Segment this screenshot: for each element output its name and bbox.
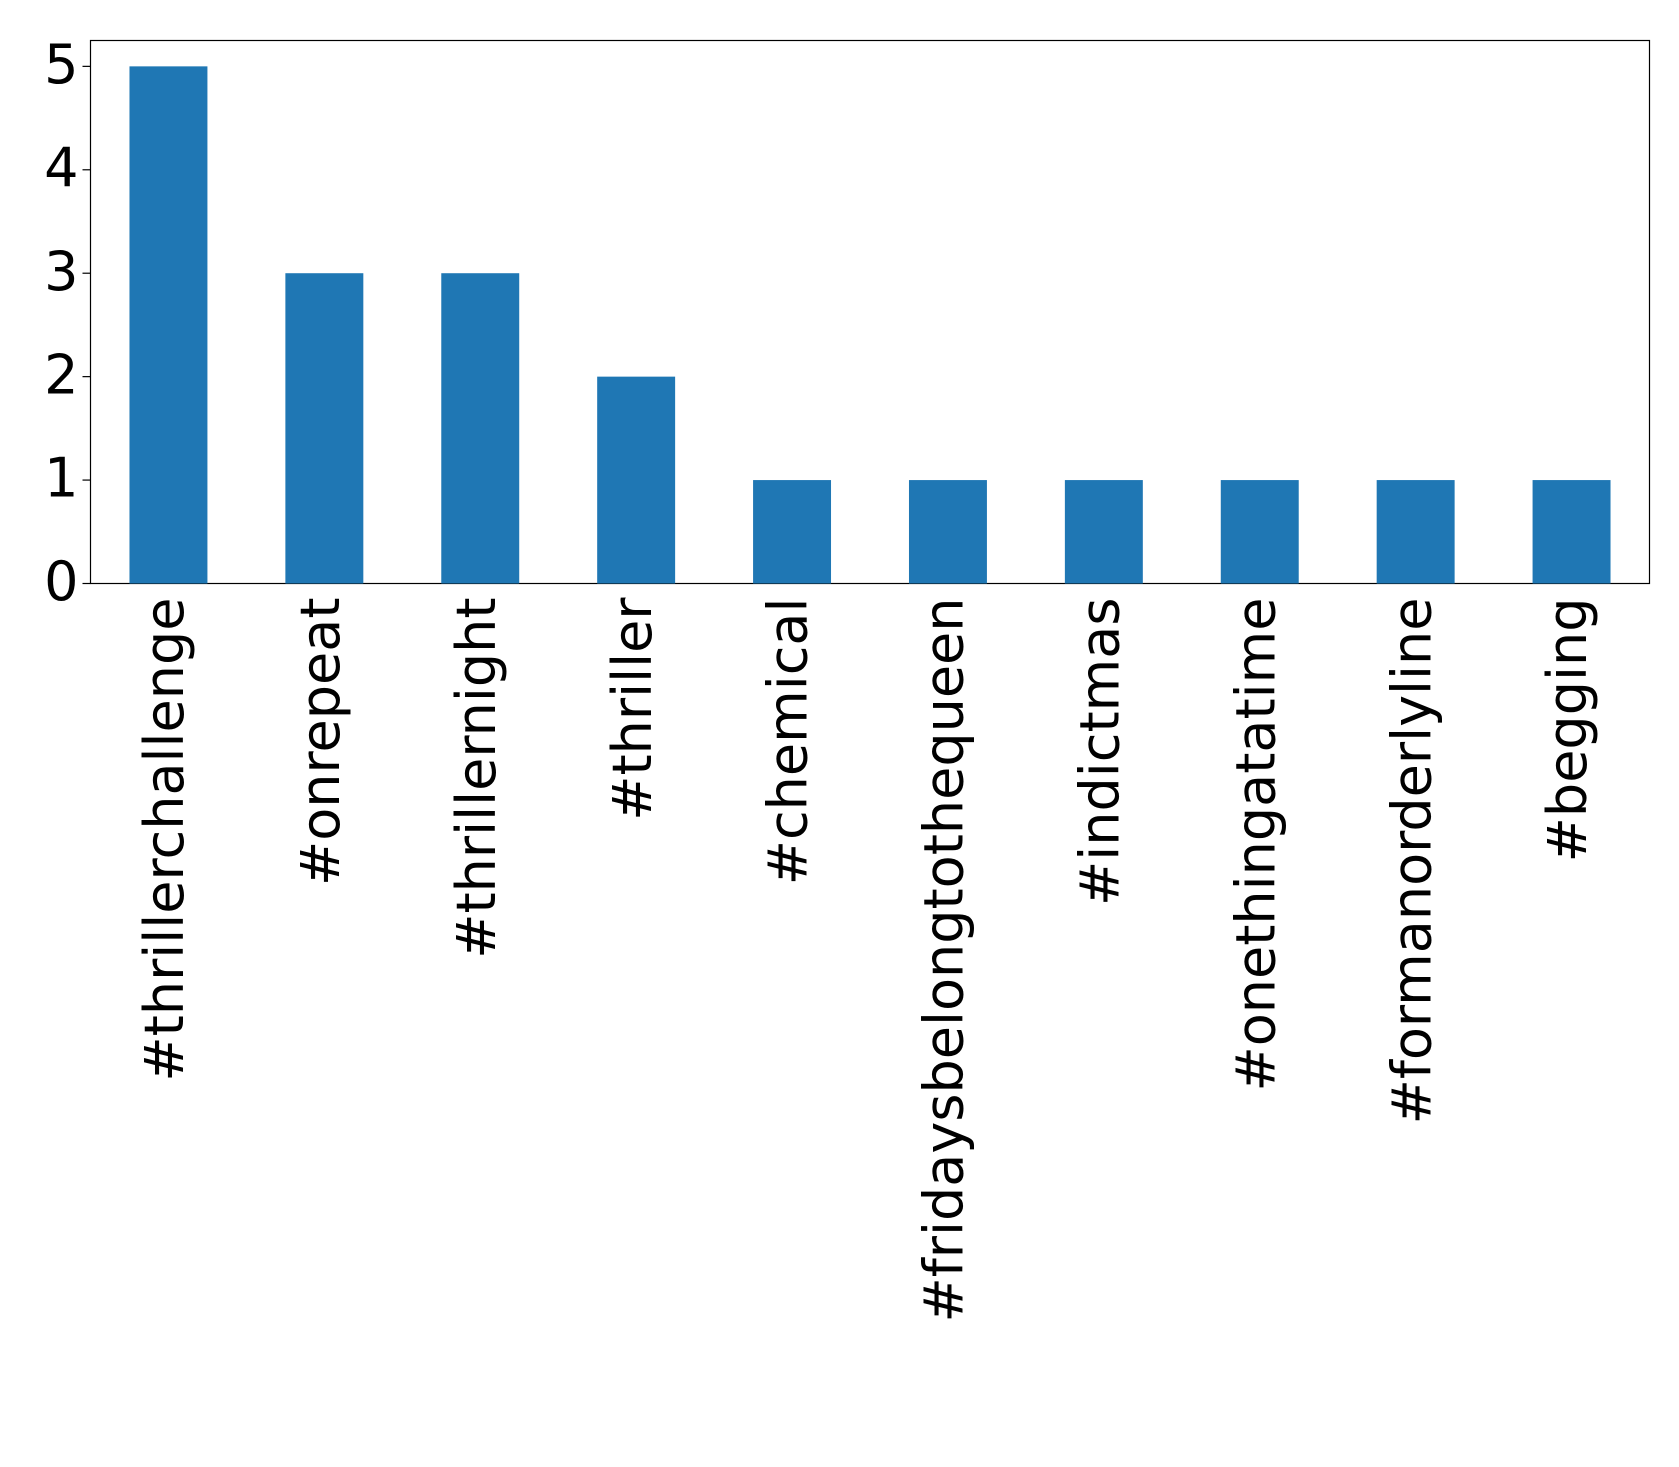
y-tick-label: 5 bbox=[44, 33, 78, 96]
x-tick-label: #indictmas bbox=[1068, 598, 1131, 906]
x-tick-label: #thriller bbox=[601, 597, 664, 821]
x-tick-label: #begging bbox=[1536, 598, 1599, 863]
bar bbox=[1220, 480, 1299, 584]
x-tick-label: #chemical bbox=[757, 598, 820, 886]
y-tick-label: 2 bbox=[44, 343, 78, 406]
y-tick-label: 4 bbox=[44, 136, 78, 199]
bar bbox=[1532, 480, 1611, 584]
bar bbox=[597, 376, 676, 584]
y-tick-label: 0 bbox=[44, 550, 78, 613]
x-tick-label: #formanorderlyline bbox=[1380, 598, 1443, 1125]
bar bbox=[129, 66, 208, 584]
x-tick-label: #thrillerchallenge bbox=[133, 598, 196, 1082]
x-tick-label: #onrepeat bbox=[289, 598, 352, 887]
x-tick-label: #thrillernight bbox=[445, 598, 508, 959]
bar bbox=[1064, 480, 1143, 584]
x-tick-label: #onethingatatime bbox=[1224, 598, 1287, 1092]
bar bbox=[1376, 480, 1455, 584]
y-tick-label: 3 bbox=[44, 240, 78, 303]
x-tick-label: #fridaysbelongtothequeen bbox=[913, 598, 976, 1323]
bar bbox=[441, 273, 520, 584]
bar bbox=[753, 480, 832, 584]
bar bbox=[285, 273, 364, 584]
y-tick-label: 1 bbox=[44, 447, 78, 510]
bar bbox=[908, 480, 987, 584]
plot-frame bbox=[89, 39, 1651, 585]
